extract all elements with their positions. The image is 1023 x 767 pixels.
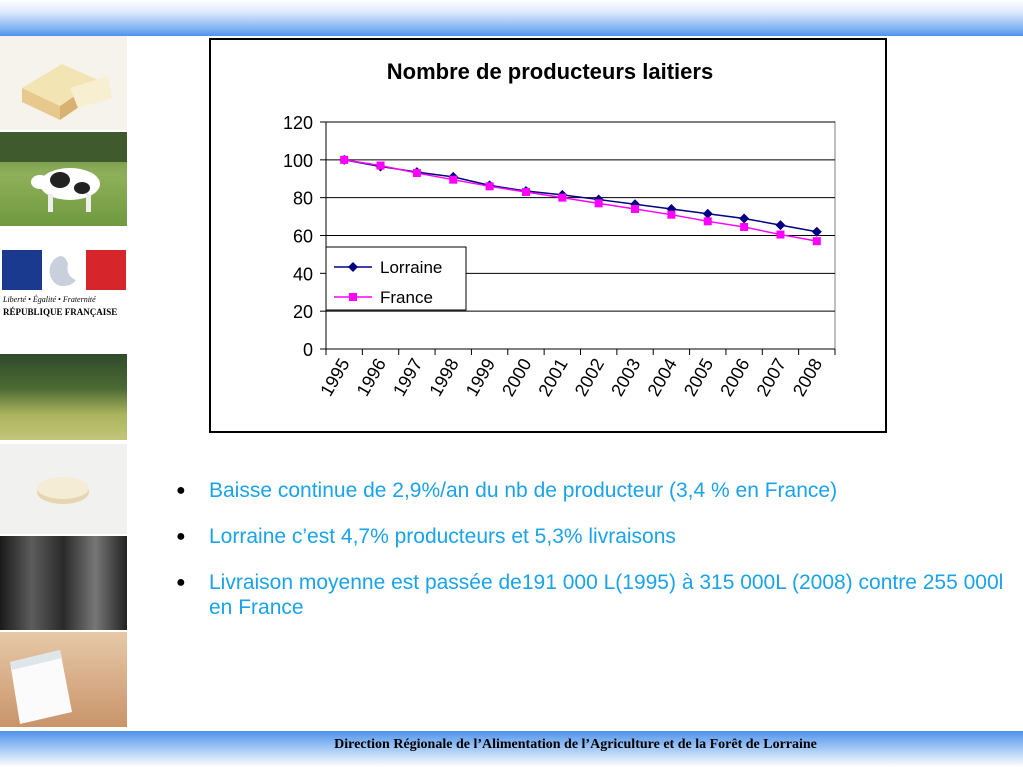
footer-text: Direction Régionale de l’Alimentation de… bbox=[334, 737, 817, 752]
y-tick-label: 0 bbox=[303, 340, 313, 360]
milking-parlour-photo bbox=[0, 536, 127, 630]
data-point bbox=[594, 199, 603, 208]
legend-label: Lorraine bbox=[380, 258, 442, 277]
x-tick-label: 2004 bbox=[644, 355, 681, 400]
legend-marker bbox=[348, 262, 358, 272]
x-tick-label: 1996 bbox=[353, 355, 390, 400]
bullet-item: ● Baisse continue de 2,9%/an du nb de pro… bbox=[176, 478, 1006, 503]
legend-label: France bbox=[380, 288, 433, 307]
data-point bbox=[521, 187, 530, 196]
data-point bbox=[340, 155, 349, 164]
series-line bbox=[344, 159, 817, 242]
cheese-icon bbox=[22, 64, 112, 120]
cows-photo bbox=[0, 132, 127, 226]
cow-icon bbox=[0, 132, 127, 212]
bullet-text: Livraison moyenne est passée de191 000 L… bbox=[209, 571, 1004, 619]
x-tick-label: 2002 bbox=[571, 355, 608, 400]
x-tick-label: 1995 bbox=[316, 355, 353, 400]
flag-icon bbox=[2, 250, 126, 290]
x-tick-label: 1998 bbox=[425, 355, 462, 400]
data-point bbox=[376, 161, 385, 170]
bullet-dot-icon: ● bbox=[176, 528, 186, 545]
data-point bbox=[558, 193, 567, 202]
x-tick-label: 2001 bbox=[534, 355, 571, 400]
y-tick-label: 120 bbox=[283, 113, 313, 133]
data-point bbox=[631, 205, 640, 214]
data-point bbox=[776, 230, 785, 239]
data-point bbox=[739, 213, 750, 224]
data-point bbox=[485, 182, 494, 191]
chart-frame: Nombre de producteurs laitiers 0 20 40 60 80… bbox=[209, 38, 887, 433]
bullet-text: Lorraine c’est 4,7% producteurs et 5,3% … bbox=[209, 525, 676, 548]
x-tick-label: 2005 bbox=[680, 355, 717, 400]
y-tick-label: 80 bbox=[293, 189, 313, 209]
line-chart: Nombre de producteurs laitiers 0 20 40 60 80… bbox=[283, 59, 836, 400]
emblem-motto: Liberté • Égalité • Fraternité bbox=[3, 295, 96, 304]
bullet-item: ● Lorraine c’est 4,7% producteurs et 5,3%… bbox=[176, 524, 1006, 549]
cheese-photo bbox=[0, 36, 127, 130]
x-tick-label: 1997 bbox=[389, 355, 426, 400]
y-tick-label: 20 bbox=[293, 302, 313, 322]
bullet-item: ● Livraison moyenne est passée de191 000 … bbox=[176, 570, 1006, 620]
bottom-banner bbox=[0, 731, 1023, 767]
data-point bbox=[449, 175, 458, 184]
x-tick-label: 2008 bbox=[789, 355, 826, 400]
top-banner bbox=[0, 0, 1023, 36]
bullet-list: ● Baisse continue de 2,9%/an du nb de pro… bbox=[176, 478, 1006, 641]
x-tick-label: 2007 bbox=[753, 355, 790, 400]
emblem-name: RÉPUBLIQUE FRANÇAISE bbox=[3, 307, 118, 317]
x-tick-label: 2000 bbox=[498, 355, 535, 400]
data-point bbox=[812, 237, 821, 246]
round-cheese-photo bbox=[0, 444, 127, 534]
y-tick-label: 40 bbox=[293, 264, 313, 284]
data-point bbox=[703, 217, 712, 226]
round-cheese-icon bbox=[37, 477, 89, 504]
data-point bbox=[775, 220, 786, 231]
y-tick-label: 60 bbox=[293, 227, 313, 247]
data-point bbox=[702, 208, 713, 219]
x-tick-label: 2003 bbox=[607, 355, 644, 400]
data-point bbox=[412, 169, 421, 178]
series-line bbox=[344, 159, 817, 233]
milk-glass-photo bbox=[0, 632, 127, 727]
data-point bbox=[740, 222, 749, 231]
x-tick-label: 2006 bbox=[716, 355, 753, 400]
landscape-photo bbox=[0, 354, 127, 440]
sidebar-photo-strip: Liberté • Égalité • Fraternité RÉPUBLIQU… bbox=[0, 36, 128, 731]
y-tick-label: 100 bbox=[283, 151, 313, 171]
marianne-logo: Liberté • Égalité • Fraternité RÉPUBLIQU… bbox=[0, 248, 127, 328]
bullet-dot-icon: ● bbox=[176, 574, 186, 591]
legend-marker bbox=[349, 293, 357, 301]
chart-title: Nombre de producteurs laitiers bbox=[387, 59, 713, 84]
x-tick-label: 1999 bbox=[462, 355, 499, 400]
bullet-dot-icon: ● bbox=[176, 482, 186, 499]
data-point bbox=[667, 210, 676, 219]
milk-glass-icon bbox=[10, 650, 72, 724]
bullet-text: Baisse continue de 2,9%/an du nb de prod… bbox=[209, 479, 838, 502]
data-point bbox=[811, 226, 822, 237]
